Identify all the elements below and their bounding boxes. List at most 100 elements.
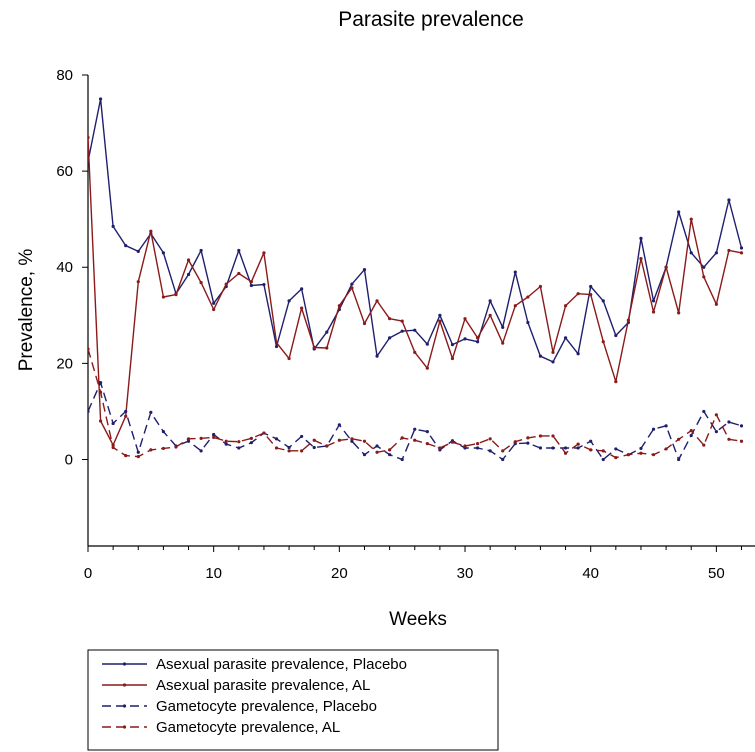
data-point <box>538 284 543 289</box>
data-point <box>199 248 203 253</box>
data-point <box>136 450 140 454</box>
data-point <box>551 434 555 438</box>
data-point <box>475 446 480 450</box>
data-point <box>626 453 630 457</box>
data-point <box>488 299 492 303</box>
data-point <box>702 409 706 414</box>
data-point <box>614 447 618 451</box>
data-point <box>312 345 316 350</box>
x-tick-label: 0 <box>84 565 92 582</box>
data-point <box>98 390 103 394</box>
data-point <box>124 414 128 418</box>
data-point <box>350 286 354 290</box>
data-point <box>237 440 241 444</box>
data-point <box>463 317 467 321</box>
data-point <box>224 442 228 446</box>
x-tick-label: 30 <box>457 565 474 582</box>
data-point <box>287 299 291 303</box>
data-point <box>98 419 103 423</box>
data-point <box>400 319 404 323</box>
data-point <box>111 421 115 426</box>
y-tick-label: 0 <box>65 451 73 468</box>
data-point <box>388 336 392 340</box>
data-point <box>551 350 555 354</box>
data-point <box>651 310 656 314</box>
data-point <box>513 270 517 274</box>
data-point <box>312 445 316 450</box>
data-point <box>237 248 241 253</box>
data-point <box>337 423 341 427</box>
series-1 <box>88 97 744 364</box>
data-point <box>212 301 216 305</box>
data-point <box>639 256 643 261</box>
data-point <box>212 432 216 437</box>
data-point <box>664 424 668 428</box>
data-point <box>714 251 718 255</box>
data-point <box>287 445 291 450</box>
data-point <box>274 446 279 450</box>
series-layer <box>88 97 744 462</box>
data-point <box>161 251 166 255</box>
series-2 <box>88 135 744 447</box>
data-point <box>614 333 618 338</box>
data-point <box>249 280 253 284</box>
data-point <box>714 413 718 417</box>
data-point <box>677 210 681 214</box>
data-point <box>350 282 354 286</box>
data-point <box>677 311 681 315</box>
data-point <box>287 356 291 361</box>
data-point <box>388 453 392 457</box>
legend-label: Asexual parasite prevalence, AL <box>156 677 370 694</box>
data-point <box>212 307 216 312</box>
data-point <box>450 440 455 444</box>
data-point <box>551 446 555 450</box>
series-line <box>88 381 742 461</box>
data-point <box>614 455 618 460</box>
data-point <box>149 410 153 414</box>
data-point <box>362 439 367 443</box>
data-point <box>576 292 580 296</box>
data-point <box>526 436 530 440</box>
data-point <box>689 217 693 221</box>
data-point <box>538 434 543 438</box>
y-tick-label: 60 <box>56 163 73 180</box>
y-axis-label: Prevalence, % <box>16 249 37 372</box>
data-point <box>689 251 693 255</box>
data-point <box>161 295 166 299</box>
data-point <box>325 444 329 448</box>
data-point <box>475 442 480 446</box>
data-point <box>237 446 241 450</box>
data-point <box>563 304 568 308</box>
data-point <box>362 321 367 326</box>
data-point <box>639 451 643 455</box>
legend-marker <box>122 662 127 666</box>
data-point <box>727 420 731 424</box>
data-point <box>702 265 706 269</box>
series-4 <box>88 347 744 460</box>
data-point <box>124 409 128 414</box>
legend: Asexual parasite prevalence, Placebo Asex… <box>102 656 407 736</box>
data-point <box>88 347 90 351</box>
data-point <box>186 437 191 441</box>
data-point <box>111 445 115 450</box>
series-line <box>88 137 742 446</box>
data-point <box>576 446 580 450</box>
data-point <box>350 439 354 443</box>
data-point <box>425 442 429 446</box>
data-point <box>601 299 605 303</box>
data-point <box>362 268 367 272</box>
data-point <box>413 350 417 354</box>
legend-label: Gametocyte prevalence, AL <box>156 719 340 736</box>
legend-marker <box>122 725 127 729</box>
data-point <box>350 437 354 441</box>
data-point <box>526 441 530 445</box>
data-point <box>300 287 304 291</box>
y-tick-label: 20 <box>56 355 73 372</box>
data-point <box>111 224 115 228</box>
data-point <box>702 275 706 279</box>
x-tick-label: 40 <box>582 565 599 582</box>
data-point <box>727 248 731 253</box>
data-point <box>161 430 166 434</box>
chart-title: Parasite prevalence <box>338 8 524 31</box>
data-point <box>601 340 605 344</box>
